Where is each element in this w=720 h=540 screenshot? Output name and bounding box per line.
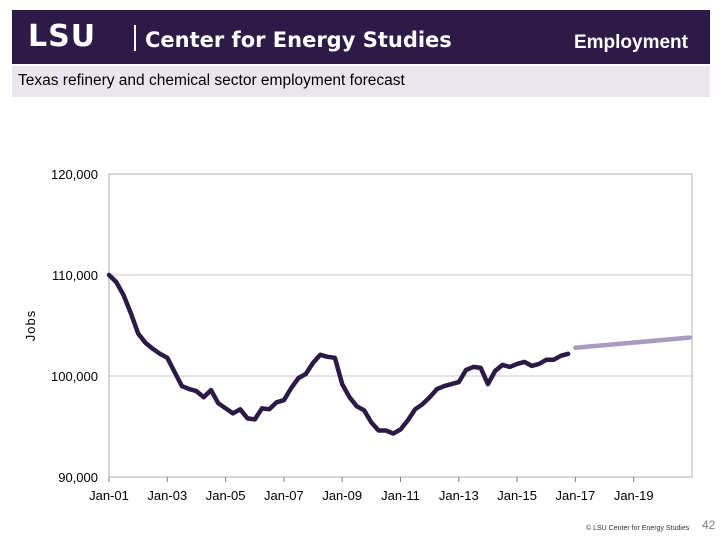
y-tick-label: 90,000: [58, 470, 98, 485]
slide-subtitle: Texas refinery and chemical sector emplo…: [18, 72, 405, 89]
page-number: 42: [702, 518, 716, 532]
x-axis: Jan-01 Jan-03 Jan-05 Jan-07 Jan-09 Jan-11 Jan-…: [89, 477, 654, 503]
series-group: [106, 272, 692, 436]
section-title: Employment: [573, 32, 688, 53]
header-banner: LSU Center for Energy Studies Employment: [12, 10, 710, 64]
forecast-employment-line: [573, 335, 692, 350]
x-tick-label: Jan-09: [322, 488, 362, 503]
x-tick-label: Jan-03: [147, 488, 187, 503]
y-axis: 90,000 100,000 110,000 120,000: [51, 167, 98, 485]
y-tick-label: 110,000: [52, 268, 98, 283]
y-tick-label: 120,000: [51, 167, 98, 182]
x-tick-label: Jan-17: [556, 488, 596, 503]
actual-employment-line: [106, 272, 571, 436]
x-tick-label: Jan-01: [89, 488, 129, 503]
x-tick-label: Jan-07: [264, 488, 304, 503]
y-tick-label: 100,000: [51, 369, 98, 384]
center-name: Center for Energy Studies: [145, 28, 452, 52]
x-tick-label: Jan-05: [206, 488, 246, 503]
x-tick-label: Jan-13: [439, 488, 479, 503]
subtitle-bar: Texas refinery and chemical sector emplo…: [12, 66, 710, 97]
x-tick-label: Jan-15: [497, 488, 537, 503]
footer-copyright: © LSU Center for Energy Studies: [586, 525, 690, 532]
logo-divider: [134, 25, 136, 51]
x-tick-label: Jan-19: [614, 488, 654, 503]
lsu-logo: LSU: [28, 19, 97, 54]
x-tick-label: Jan-11: [381, 488, 420, 503]
y-axis-label: Jobs: [23, 310, 38, 341]
